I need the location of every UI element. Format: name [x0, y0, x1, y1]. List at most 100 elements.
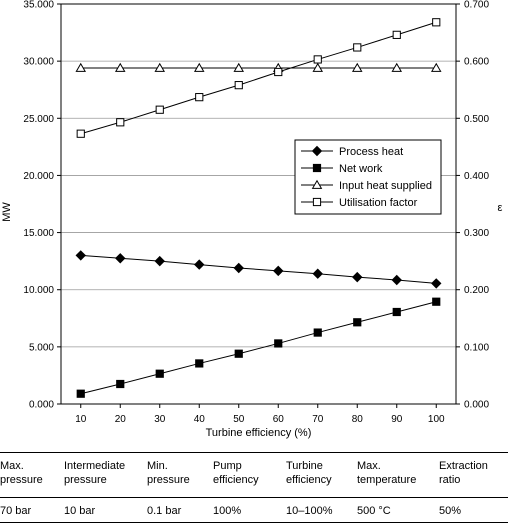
parameters-header-row: Max. pressure Intermediate pressure Min.… — [0, 452, 508, 498]
net-work-marker — [195, 359, 204, 368]
param-value: 10–100% — [286, 505, 333, 517]
net-work-marker — [274, 339, 283, 348]
x-tick-label: 50 — [233, 414, 245, 425]
utilisation-marker — [234, 81, 243, 90]
y-tick-label: 25.000 — [23, 114, 54, 125]
y-tick-label: 20.000 — [23, 171, 54, 182]
y-tick-label: 0.000 — [29, 400, 54, 411]
net-work-marker — [155, 369, 164, 378]
y2-tick-label: 0.000 — [464, 400, 489, 411]
y2-tick-label: 0.200 — [464, 285, 489, 296]
utilisation-marker — [76, 129, 85, 138]
x-tick-label: 100 — [428, 414, 445, 425]
utilisation-factor-line — [80, 21, 437, 135]
param-value: 50% — [439, 505, 462, 517]
param-value: 500 °C — [357, 505, 391, 517]
input-heat-marker — [391, 62, 403, 72]
input-heat-marker — [233, 62, 245, 72]
net-work-line — [80, 301, 437, 395]
gridlines — [61, 60, 456, 348]
param-header: Extraction ratio — [439, 460, 488, 486]
utilisation-marker — [116, 118, 125, 127]
input-heat-marker — [430, 62, 442, 72]
process-heat-line — [80, 254, 437, 284]
process-heat-marker — [311, 145, 323, 157]
input-heat-marker — [312, 62, 324, 72]
plot-frame — [60, 3, 457, 405]
legend-label: Net work — [339, 163, 383, 175]
net-work-marker — [392, 307, 401, 317]
net-work-marker — [116, 379, 125, 389]
process-heat-marker — [115, 253, 126, 264]
net-work-marker — [312, 163, 322, 173]
y-axis-ticks: 0.000 5.000 10.000 15.000 20.000 25.000 30.000… — [23, 0, 61, 411]
chart: 0.000 5.000 10.000 15.000 20.000 25.000 30.000… — [1, 0, 503, 439]
y2-tick-label: 0.100 — [464, 342, 489, 353]
utilisation-marker — [392, 30, 401, 39]
y-axis-title: MW — [1, 202, 13, 222]
process-heat-marker — [352, 271, 363, 283]
param-header: Pump efficiency — [213, 460, 259, 486]
param-value: 100% — [213, 505, 242, 517]
process-heat-marker — [391, 274, 402, 286]
process-heat-marker — [233, 262, 244, 274]
x-tick-label: 90 — [391, 414, 403, 425]
input-heat-marker — [311, 179, 323, 189]
x-tick-label: 20 — [115, 414, 127, 425]
utilisation-marker — [195, 93, 204, 102]
x-tick-label: 10 — [75, 414, 87, 425]
input-heat-marker — [114, 62, 126, 72]
y2-axis-title: ε — [498, 202, 503, 214]
utilisation-marker — [353, 43, 362, 52]
param-header: Max. pressure — [0, 460, 43, 486]
y-tick-label: 5.000 — [29, 342, 54, 353]
param-value: 0.1 bar — [147, 505, 182, 517]
net-work-marker — [313, 328, 322, 337]
param-header: Max. temperature — [357, 460, 417, 486]
parameters-value-row: 70 bar 10 bar 0.1 bar 100% 10–100% 500 °… — [0, 498, 508, 523]
process-heat-marker — [431, 278, 442, 289]
y2-tick-label: 0.700 — [464, 0, 489, 11]
utilisation-marker — [155, 105, 164, 114]
y-tick-label: 35.000 — [23, 0, 54, 11]
net-work-marker — [234, 349, 243, 358]
x-axis-title: Turbine efficiency (%) — [206, 427, 312, 439]
param-value: 70 bar — [0, 505, 32, 517]
input-heat-marker — [75, 62, 87, 72]
y2-tick-label: 0.300 — [464, 228, 489, 239]
utilisation-marker — [312, 197, 322, 207]
series-group — [75, 18, 442, 398]
process-heat-marker — [273, 265, 284, 277]
process-heat-marker — [154, 255, 165, 267]
legend-label: Process heat — [339, 146, 403, 158]
y2-axis-ticks: 0.000 0.100 0.200 0.300 0.400 0.500 0.600 0.700 — [456, 0, 489, 411]
process-heat-marker — [194, 259, 205, 270]
x-tick-label: 40 — [194, 414, 206, 425]
net-work-marker — [353, 318, 362, 327]
y2-tick-label: 0.500 — [464, 114, 489, 125]
y-tick-label: 30.000 — [23, 57, 54, 68]
legend-label: Utilisation factor — [339, 197, 418, 209]
net-work-marker — [76, 389, 85, 398]
x-tick-label: 70 — [312, 414, 324, 425]
process-heat-marker — [312, 268, 323, 279]
y2-tick-label: 0.400 — [464, 171, 489, 182]
utilisation-marker — [313, 55, 322, 64]
legend: Process heat Net work Input heat supplied U… — [294, 139, 442, 215]
param-header: Turbine efficiency — [286, 460, 332, 486]
param-value: 10 bar — [64, 505, 96, 517]
input-heat-marker — [154, 62, 166, 72]
x-axis-ticks: 10 20 30 40 50 60 70 80 90 100 — [75, 404, 445, 425]
x-tick-label: 80 — [352, 414, 364, 425]
x-tick-label: 60 — [273, 414, 285, 425]
utilisation-marker — [274, 67, 283, 77]
y2-tick-label: 0.600 — [464, 57, 489, 68]
y-tick-label: 15.000 — [23, 228, 54, 239]
net-work-marker — [432, 297, 441, 306]
x-tick-label: 30 — [154, 414, 166, 425]
y-tick-label: 10.000 — [23, 285, 54, 296]
process-heat-marker — [75, 250, 86, 261]
input-heat-marker — [351, 62, 363, 72]
input-heat-marker — [193, 62, 205, 72]
legend-label: Input heat supplied — [339, 180, 432, 192]
